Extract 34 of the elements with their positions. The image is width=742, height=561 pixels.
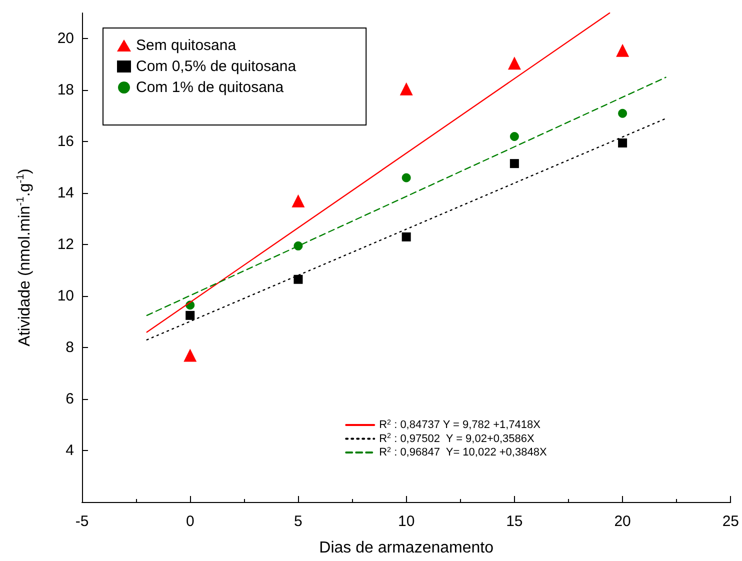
point bbox=[510, 132, 519, 142]
x-tick-label: 25 bbox=[722, 513, 739, 530]
y-tick-label: 20 bbox=[57, 30, 74, 48]
y-tick-label: 10 bbox=[57, 288, 74, 305]
legend-label: Com 1% de quitosana bbox=[136, 79, 284, 96]
y-axis-title: Atividade (nmol.min-1.g-1) bbox=[16, 168, 34, 346]
y-tick-label: 4 bbox=[66, 442, 74, 460]
y-tick-label: 14 bbox=[57, 184, 74, 202]
x-tick-label: 0 bbox=[186, 513, 194, 530]
point bbox=[508, 56, 521, 70]
x-tick-label: -5 bbox=[75, 513, 89, 530]
y-tick-label: 16 bbox=[57, 133, 74, 150]
y-tick-label: 12 bbox=[57, 236, 74, 254]
x-tick-label: 10 bbox=[398, 513, 415, 530]
x-tick-label: 20 bbox=[614, 513, 631, 530]
x-axis-title: Dias de armazenamento bbox=[319, 540, 494, 556]
point bbox=[616, 44, 630, 57]
point bbox=[400, 82, 413, 96]
point bbox=[292, 194, 305, 208]
x-tick-label: 15 bbox=[506, 513, 523, 530]
legend-label: Com 0,5% de quitosana bbox=[136, 58, 297, 75]
point bbox=[402, 173, 411, 182]
x-tick-label: 5 bbox=[294, 513, 302, 530]
point bbox=[184, 348, 197, 362]
y-tick-label: 8 bbox=[66, 339, 74, 356]
point bbox=[294, 274, 303, 284]
point bbox=[510, 159, 519, 168]
point bbox=[618, 108, 628, 118]
y-tick-label: 6 bbox=[66, 390, 74, 408]
point bbox=[618, 138, 628, 148]
point bbox=[402, 232, 411, 242]
y-tick-label: 18 bbox=[57, 82, 74, 99]
legend-label: Sem quitosana bbox=[136, 37, 237, 54]
point bbox=[186, 310, 195, 320]
